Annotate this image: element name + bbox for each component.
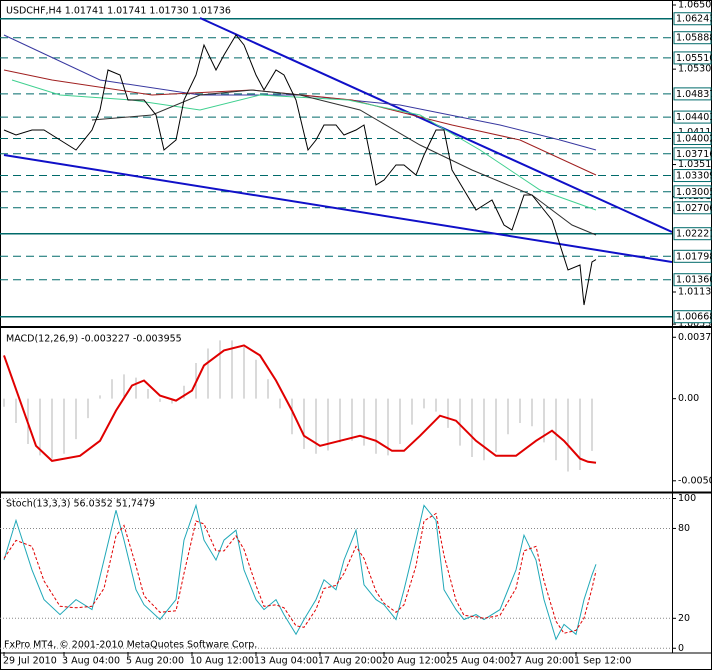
- y-tick-label: 1.01130: [678, 287, 712, 298]
- level-box: [673, 249, 712, 263]
- level-box: [673, 273, 712, 287]
- trend-line: [3, 154, 672, 263]
- y-tick-label: 1.05300: [678, 64, 712, 75]
- y-tick-label: 0.00: [678, 393, 699, 404]
- series-line: [11, 79, 597, 211]
- x-tick-label: 3 Aug 04:00: [62, 656, 120, 667]
- panel-title: MACD(12,26,9) -0.003227 -0.003955: [6, 334, 182, 345]
- x-tick-label: 13 Aug 04:00: [254, 656, 318, 667]
- level-label: 1.03309: [676, 171, 712, 182]
- level-box: [673, 185, 712, 199]
- panel: [3, 340, 597, 472]
- y-tick-label: 0.00379: [678, 332, 712, 343]
- series-line: [3, 344, 597, 464]
- y-tick-label: 1.06500: [678, 0, 712, 11]
- y-tick-label: 0: [678, 643, 684, 654]
- annotation: FxPro MT4, © 2001-2010 MetaQuotes Softwa…: [4, 640, 257, 651]
- level-label: 1.05888: [676, 33, 712, 44]
- level-label: 1.04002: [676, 134, 712, 145]
- level-box: [673, 51, 712, 65]
- level-label: 1.04403: [676, 112, 712, 123]
- x-tick-label: 10 Aug 12:00: [190, 656, 254, 667]
- x-tick-label: 27 Aug 20:00: [510, 656, 574, 667]
- level-label: 1.03005: [676, 187, 712, 198]
- level-box: [673, 87, 712, 101]
- y-tick-label: -0.00507: [678, 475, 712, 486]
- trend-line: [199, 17, 672, 233]
- level-label: 1.03716: [676, 149, 712, 160]
- panel: [0, 17, 672, 318]
- y-tick-label: 1.00530: [678, 319, 712, 330]
- y-tick-label: 20: [678, 613, 690, 624]
- level-box: [673, 169, 712, 183]
- level-box: [673, 310, 712, 324]
- y-tick-label: 100: [678, 493, 696, 504]
- level-label: 1.02706: [676, 203, 712, 214]
- y-tick-label: 1.03515: [678, 159, 712, 170]
- level-label: 1.00668: [676, 312, 712, 323]
- level-box: [673, 110, 712, 124]
- x-tick-label: 29 Jul 2010: [3, 656, 57, 667]
- x-tick-label: 5 Aug 20:00: [126, 656, 184, 667]
- series-line: [3, 503, 597, 641]
- y-tick-label: 80: [678, 523, 690, 534]
- level-box: [673, 31, 712, 45]
- level-box: [673, 147, 712, 161]
- level-box: [673, 227, 712, 241]
- panel: [0, 497, 672, 649]
- x-tick-label: 1 Sep 12:00: [574, 656, 631, 667]
- series-line: [3, 34, 597, 306]
- series-line: [3, 512, 597, 634]
- level-label: 1.02221: [676, 229, 712, 240]
- x-tick-label: 17 Aug 20:00: [318, 656, 382, 667]
- panel-title: Stoch(13,3,3) 56.0352 51,7479: [6, 499, 155, 510]
- x-tick-label: 20 Aug 12:00: [382, 656, 446, 667]
- level-label: 1.01360: [676, 275, 712, 286]
- level-label: 1.06243: [676, 14, 712, 25]
- x-tick-label: 25 Aug 04:00: [446, 656, 510, 667]
- level-label: 1.04837: [676, 89, 712, 100]
- level-label: 1.05510: [676, 53, 712, 64]
- level-box: [673, 132, 712, 146]
- panel-title: USDCHF,H4 1.01741 1.01741 1.01730 1.0173…: [6, 6, 231, 17]
- level-box: [673, 12, 712, 26]
- price-axis: 1.065001.053001.041151.035151.029151.011…: [672, 0, 712, 330]
- level-label: 1.01798: [676, 251, 712, 262]
- level-box: [673, 201, 712, 215]
